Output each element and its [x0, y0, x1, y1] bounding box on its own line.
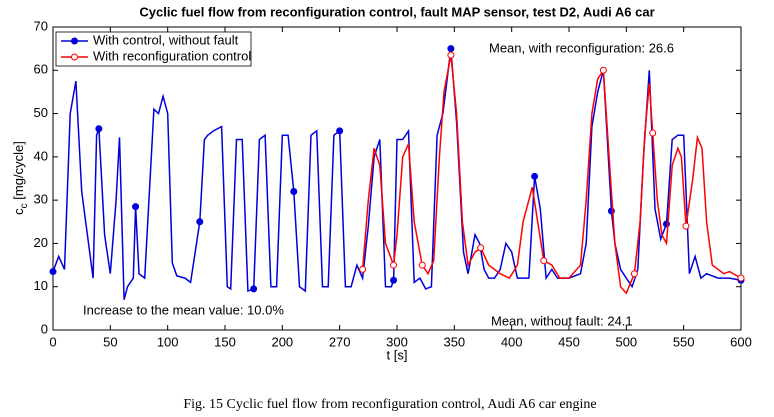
annotation: Increase to the mean value: 10.0% — [83, 302, 284, 317]
y-tick-label: 10 — [34, 278, 48, 293]
y-tick-label: 30 — [34, 192, 48, 207]
x-tick-label: 200 — [271, 334, 293, 349]
x-tick-label: 0 — [49, 334, 56, 349]
figure-caption: Fig. 15 Cyclic fuel flow from reconfigur… — [183, 397, 596, 412]
series-marker — [737, 274, 745, 282]
chart-title: Cyclic fuel flow from reconfiguration co… — [139, 4, 654, 19]
x-axis-label: t [s] — [387, 347, 408, 362]
legend-label: With control, without fault — [93, 32, 239, 47]
series-line — [52, 48, 742, 300]
legend-marker — [71, 53, 78, 61]
x-tick-label: 100 — [157, 334, 179, 349]
series-marker — [531, 172, 539, 180]
series-marker — [49, 268, 57, 276]
y-tick-label: 40 — [34, 148, 48, 163]
series-marker — [390, 276, 398, 284]
plot-frame — [52, 26, 742, 331]
series-marker — [649, 129, 657, 137]
series-marker — [290, 187, 298, 195]
annotation: Mean, without fault: 24.1 — [491, 313, 633, 328]
x-tick-label: 150 — [214, 334, 236, 349]
series-marker — [477, 244, 485, 252]
series-marker — [359, 265, 367, 273]
y-tick-label: 20 — [34, 235, 48, 250]
x-tick-label: 300 — [386, 334, 408, 349]
series-marker — [540, 257, 548, 265]
x-tick-label: 50 — [103, 334, 117, 349]
legend-box — [55, 31, 252, 67]
series-marker — [447, 45, 455, 53]
series-marker — [630, 270, 638, 278]
y-label-unit: [mg/cycle] — [11, 141, 26, 203]
x-tick-label: 400 — [501, 334, 523, 349]
y-label-main: c — [11, 208, 26, 215]
series-marker — [196, 218, 204, 226]
y-tick-label: 0 — [41, 321, 48, 336]
annotation: Mean, with reconfiguration: 26.6 — [489, 40, 674, 55]
series-line — [361, 54, 742, 295]
x-tick-label: 550 — [673, 334, 695, 349]
series-marker — [599, 66, 607, 74]
series-marker — [447, 51, 455, 59]
y-label-sub: c — [19, 203, 30, 208]
x-tick-label: 600 — [730, 334, 752, 349]
x-tick-label: 270 — [329, 334, 351, 349]
x-tick-label: 500 — [615, 334, 637, 349]
y-tick-label: 60 — [34, 62, 48, 77]
series-marker — [390, 261, 398, 269]
y-tick-label: 70 — [34, 18, 48, 33]
x-tick-label: 450 — [558, 334, 580, 349]
x-tick-label: 350 — [443, 334, 465, 349]
series-marker — [95, 125, 103, 133]
y-tick-label: 50 — [34, 105, 48, 120]
series-marker — [418, 261, 426, 269]
legend-label: With reconfiguration control — [93, 48, 251, 63]
y-axis-label: cc [mg/cycle] — [11, 141, 29, 215]
legend-marker — [71, 37, 78, 45]
series-marker — [336, 127, 344, 135]
series-marker — [132, 203, 140, 211]
series-marker — [250, 285, 258, 293]
series-marker — [682, 222, 690, 230]
